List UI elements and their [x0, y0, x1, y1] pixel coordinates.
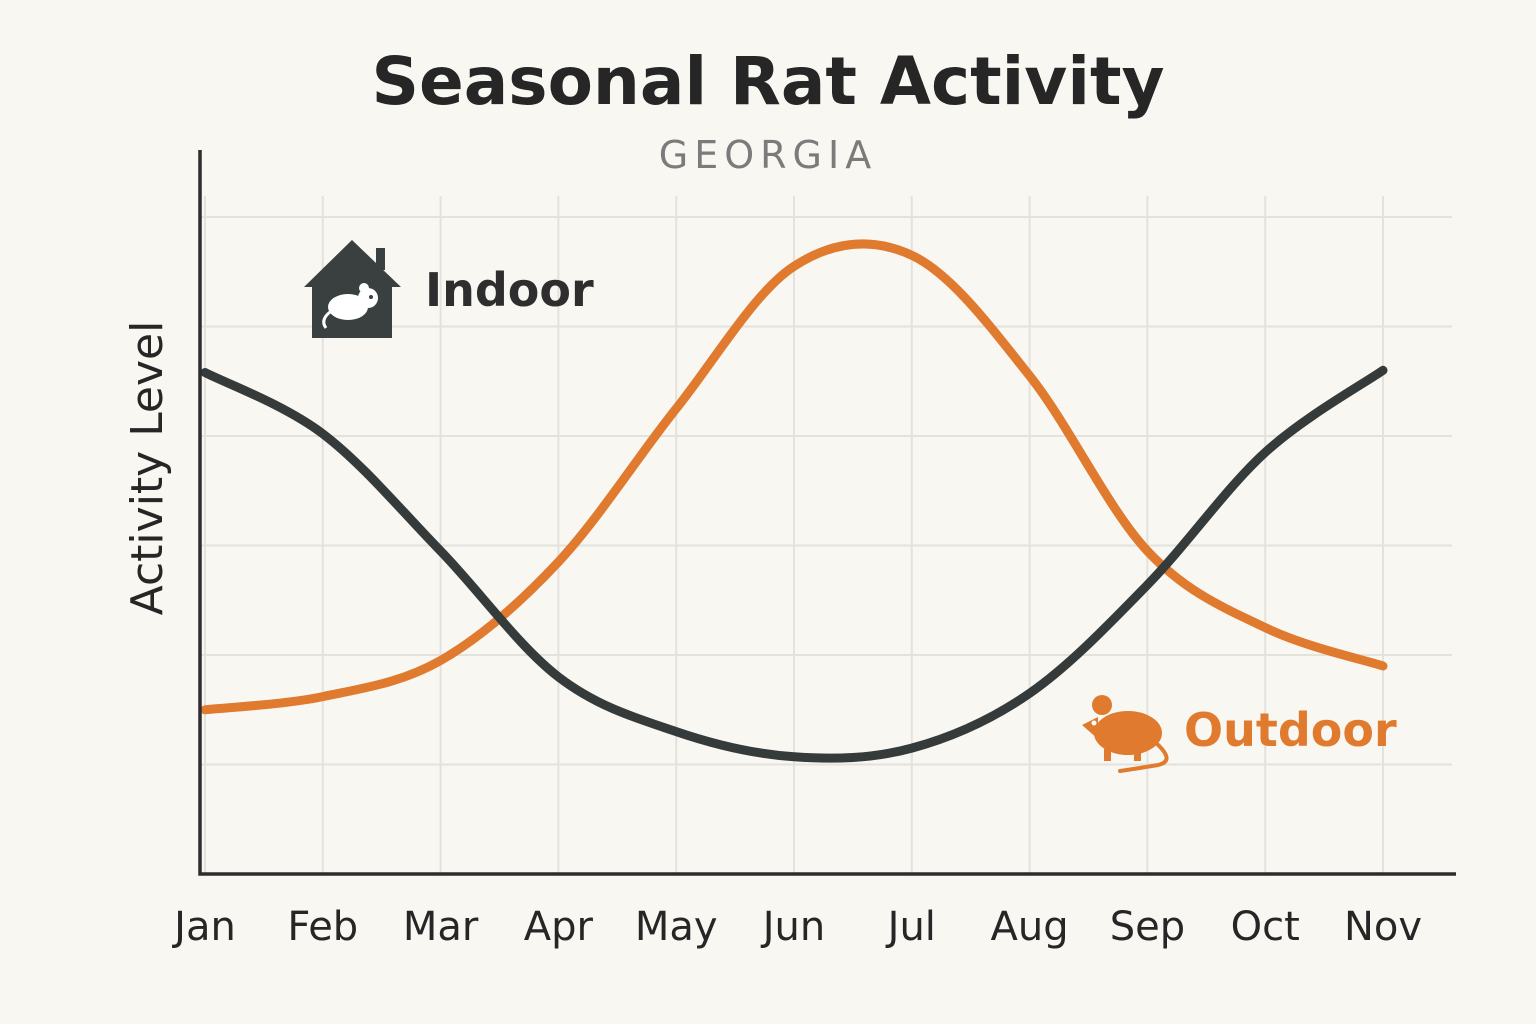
- x-tick-label: Feb: [287, 904, 358, 950]
- y-axis-label: Activity Level: [122, 321, 173, 616]
- house-rat-icon: [304, 240, 401, 338]
- x-tick-label: Oct: [1231, 904, 1300, 950]
- x-tick-label: Jul: [885, 904, 936, 950]
- series-lines: [200, 239, 1388, 763]
- chart-subtitle: GEORGIA: [659, 133, 877, 177]
- grid: [200, 196, 1452, 874]
- chart-title: Seasonal Rat Activity: [371, 43, 1164, 120]
- x-tick-label: Jan: [171, 904, 236, 950]
- rat-icon: [1082, 695, 1169, 773]
- axis-lines: [198, 150, 1456, 876]
- legend-indoor-label: Indoor: [425, 263, 594, 317]
- x-tick-label: Apr: [524, 904, 594, 950]
- series-line-indoor: [200, 365, 1388, 763]
- x-tick-label: May: [635, 904, 718, 950]
- x-tick-label: Sep: [1110, 904, 1185, 950]
- series-line-outdoor: [200, 239, 1388, 715]
- legend-outdoor-label: Outdoor: [1184, 703, 1397, 757]
- x-tick-label: Jun: [760, 904, 826, 950]
- x-axis-ticks: Jan Feb Mar Apr May Jun Jul Aug Sep Oct Nov: [171, 904, 1422, 950]
- legend-indoor: Indoor: [304, 240, 594, 338]
- x-tick-label: Nov: [1344, 904, 1422, 950]
- x-tick-label: Aug: [991, 904, 1069, 950]
- x-tick-label: Mar: [403, 904, 479, 950]
- legend-outdoor: Outdoor: [1082, 695, 1397, 773]
